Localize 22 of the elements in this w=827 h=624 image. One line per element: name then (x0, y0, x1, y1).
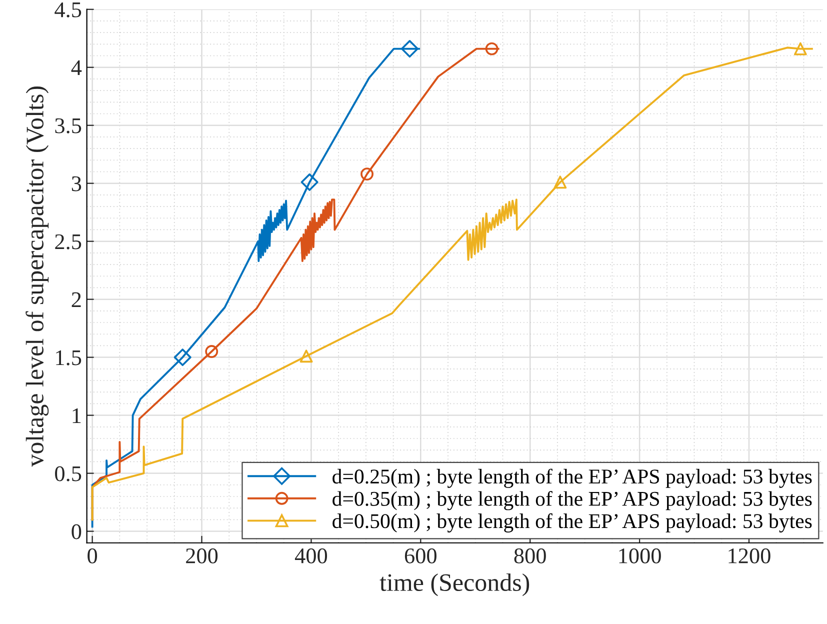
x-tick-label: 800 (514, 548, 546, 564)
legend-label: d=0.35(m) ; byte length of the EP’ APS payload: 53 bytes (332, 491, 812, 510)
x-tick-label: 600 (404, 548, 436, 564)
x-tick-label: 200 (186, 548, 218, 564)
legend-label: d=0.50(m) ; byte length of the EP’ APS payload: 53 bytes (332, 513, 812, 532)
y-tick-label: 3.5 (55, 118, 82, 134)
x-tick-label: 1000 (619, 548, 661, 564)
legend-label: d=0.25(m) ; byte length of the EP’ APS payload: 53 bytes (332, 468, 812, 488)
y-tick-label: 3 (72, 176, 82, 192)
y-tick-label: 0.5 (55, 466, 82, 482)
x-tick-label: 0 (88, 548, 98, 564)
x-tick-label: 400 (294, 548, 328, 564)
y-axis-title: voltage level of supercapacitor (Volts) (26, 86, 49, 467)
x-tick-label: 1200 (728, 548, 770, 564)
y-tick-label: 0 (72, 524, 82, 540)
x-axis-title: time (Seconds) (380, 573, 530, 596)
y-tick-label: 4.5 (54, 2, 82, 18)
y-tick-label: 1 (72, 408, 81, 424)
y-tick-label: 2 (72, 292, 81, 308)
y-tick-label: 4 (71, 60, 82, 76)
y-tick-label: 1.5 (56, 350, 82, 366)
y-tick-label: 2.5 (55, 234, 82, 250)
